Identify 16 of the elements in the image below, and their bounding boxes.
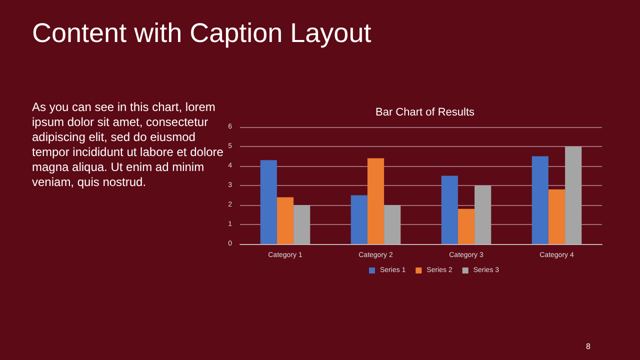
text: As you can see in this chart, lorem ipsum dolor sit amet, consectetur adipiscing elit, sed do eiusmod tempor incididunt ut labore et dolore magna aliqua. Ut enim ad minim veniam, quis nostrud. [32,100,224,190]
bar [474,186,492,244]
bar [384,205,401,244]
bar [294,205,310,244]
text: 8 [586,342,590,351]
bar [350,195,368,244]
bar [260,160,277,244]
chart-title: Bar Chart of Results [375,106,476,118]
bar [565,146,582,244]
bar [532,156,548,244]
text: Content with Caption Layout [32,18,372,49]
bar [441,176,458,244]
bar [548,189,566,244]
bar [367,158,384,244]
bar [458,208,475,244]
bar [276,197,294,244]
